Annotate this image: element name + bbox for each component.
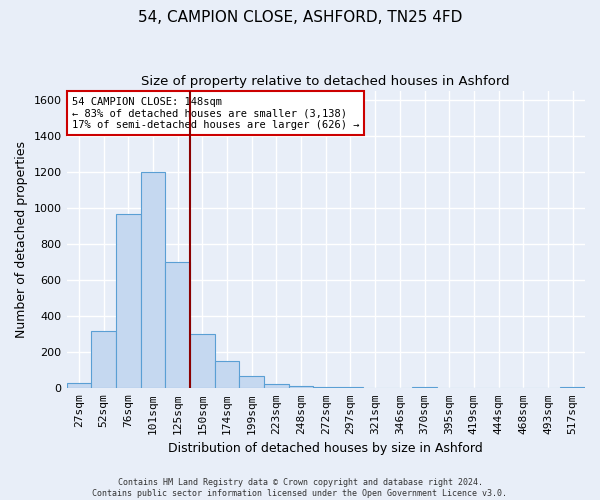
Bar: [338, 386, 363, 388]
Bar: [190, 334, 215, 388]
Bar: [140, 172, 165, 388]
Bar: [239, 376, 264, 388]
Title: Size of property relative to detached houses in Ashford: Size of property relative to detached ho…: [142, 75, 510, 88]
Bar: [67, 383, 91, 388]
Bar: [215, 361, 239, 388]
Bar: [412, 386, 437, 388]
Bar: [116, 214, 140, 388]
Bar: [165, 262, 190, 388]
X-axis label: Distribution of detached houses by size in Ashford: Distribution of detached houses by size …: [169, 442, 483, 455]
Text: Contains HM Land Registry data © Crown copyright and database right 2024.
Contai: Contains HM Land Registry data © Crown c…: [92, 478, 508, 498]
Text: 54 CAMPION CLOSE: 148sqm
← 83% of detached houses are smaller (3,138)
17% of sem: 54 CAMPION CLOSE: 148sqm ← 83% of detach…: [72, 96, 359, 130]
Bar: [560, 386, 585, 388]
Bar: [264, 384, 289, 388]
Y-axis label: Number of detached properties: Number of detached properties: [15, 141, 28, 338]
Text: 54, CAMPION CLOSE, ASHFORD, TN25 4FD: 54, CAMPION CLOSE, ASHFORD, TN25 4FD: [138, 10, 462, 25]
Bar: [91, 330, 116, 388]
Bar: [289, 386, 313, 388]
Bar: [313, 386, 338, 388]
